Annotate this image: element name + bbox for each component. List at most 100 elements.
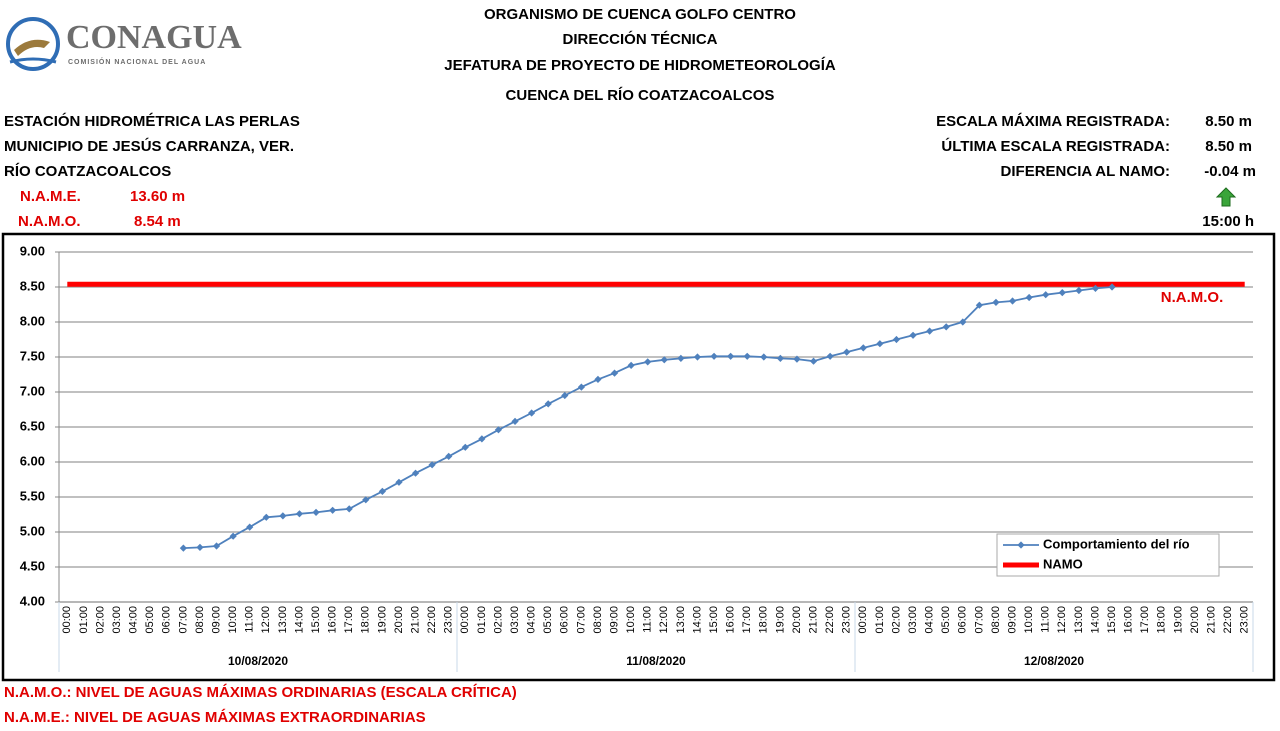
data-point	[312, 508, 320, 516]
x-tick-label: 05:00	[144, 606, 156, 634]
x-tick-label: 02:00	[890, 606, 902, 634]
stat-value: -0.04 m	[1204, 163, 1256, 180]
x-tick-label: 03:00	[111, 606, 123, 634]
x-tick-label: 16:00	[327, 606, 339, 634]
data-point	[511, 417, 519, 425]
footer-note: N.A.M.O.: NIVEL DE AGUAS MÁXIMAS ORDINAR…	[4, 684, 517, 701]
logo: CONAGUA COMISIÓN NACIONAL DEL AGUA	[6, 17, 242, 71]
y-tick-label: 7.00	[20, 383, 45, 398]
logo-text: CONAGUA	[66, 19, 242, 56]
data-point	[859, 344, 867, 352]
x-tick-label: 10:00	[227, 606, 239, 634]
data-point	[362, 496, 370, 504]
x-tick-label: 07:00	[177, 606, 189, 634]
y-tick-label: 8.50	[20, 278, 45, 293]
namo-label: N.A.M.O.	[18, 213, 81, 230]
x-tick-label: 00:00	[61, 606, 73, 634]
logo-subtext: COMISIÓN NACIONAL DEL AGUA	[68, 57, 206, 66]
y-tick-label: 9.00	[20, 243, 45, 258]
x-tick-label: 03:00	[907, 606, 919, 634]
data-point	[478, 435, 486, 443]
station: ESTACIÓN HIDROMÉTRICA LAS PERLAS	[4, 112, 300, 130]
x-tick-label: 08:00	[592, 606, 604, 634]
data-point	[212, 542, 221, 550]
x-tick-label: 12:00	[1056, 606, 1068, 634]
x-tick-label: 15:00	[708, 606, 720, 634]
x-tick-label: 10:00	[1023, 606, 1035, 634]
x-tick-label: 04:00	[128, 606, 140, 634]
data-point	[1058, 289, 1066, 297]
data-point	[892, 335, 901, 344]
stat-label: ESCALA MÁXIMA REGISTRADA:	[936, 113, 1170, 130]
x-tick-label: 13:00	[277, 606, 289, 634]
data-point	[279, 512, 287, 520]
annotation: N.A.M.O.	[1161, 289, 1224, 306]
data-point	[577, 383, 585, 391]
x-tick-label: 09:00	[210, 606, 222, 634]
x-tick-label: 07:00	[973, 606, 985, 634]
data-point	[942, 323, 950, 331]
x-tick-label: 00:00	[459, 606, 471, 634]
data-point	[528, 409, 536, 417]
data-point	[644, 358, 652, 366]
x-tick-label: 18:00	[1156, 606, 1168, 634]
data-point	[1008, 297, 1017, 305]
x-tick-label: 00:00	[857, 606, 869, 634]
data-point	[727, 352, 735, 360]
legend-label: NAMO	[1043, 556, 1083, 571]
x-tick-label: 03:00	[509, 606, 521, 634]
x-tick-label: 13:00	[675, 606, 687, 634]
x-tick-label: 02:00	[492, 606, 504, 634]
x-tick-label: 04:00	[526, 606, 538, 634]
title: DIRECCIÓN TÉCNICA	[562, 30, 717, 48]
stat-value: 8.50 m	[1205, 113, 1252, 130]
footer-note: N.A.M.E.: NIVEL DE AGUAS MÁXIMAS EXTRAOR…	[4, 709, 426, 726]
x-tick-label: 12:00	[260, 606, 272, 634]
x-tick-label: 09:00	[608, 606, 620, 634]
x-tick-label: 20:00	[1189, 606, 1201, 634]
data-point	[793, 355, 801, 363]
y-tick-label: 8.00	[20, 313, 45, 328]
time: 15:00 h	[1202, 213, 1254, 230]
data-point	[959, 318, 967, 326]
logo-ring	[6, 17, 60, 71]
data-point	[1075, 286, 1083, 295]
data-point	[809, 357, 818, 365]
x-tick-label: 01:00	[874, 606, 886, 634]
x-tick-label: 06:00	[161, 606, 173, 634]
data-point	[660, 356, 668, 364]
data-point	[262, 513, 270, 521]
data-point	[693, 353, 702, 361]
x-tick-label: 05:00	[940, 606, 952, 634]
logo-wave	[9, 57, 57, 64]
data-point	[395, 478, 403, 486]
x-tick-label: 11:00	[1040, 606, 1052, 633]
data-point	[196, 543, 204, 551]
x-tick-label: 22:00	[824, 606, 836, 634]
x-group-label: 12/08/2020	[1024, 654, 1084, 668]
data-point	[677, 354, 685, 362]
data-point	[461, 443, 469, 451]
x-tick-label: 01:00	[78, 606, 90, 634]
x-tick-label: 01:00	[476, 606, 488, 634]
x-tick-label: 02:00	[94, 606, 106, 634]
data-point	[229, 532, 237, 540]
y-tick-label: 4.00	[20, 593, 45, 608]
title: ORGANISMO DE CUENCA GOLFO CENTRO	[484, 6, 796, 23]
title: CUENCA DEL RÍO COATZACOALCOS	[506, 87, 775, 104]
x-tick-label: 23:00	[443, 606, 455, 634]
stat-label: DIFERENCIA AL NAMO:	[1001, 163, 1170, 180]
y-tick-label: 6.00	[20, 453, 45, 468]
x-tick-label: 18:00	[758, 606, 770, 634]
data-point	[1091, 284, 1100, 292]
data-point	[246, 523, 254, 531]
river: RÍO COATZACOALCOS	[4, 163, 171, 180]
data-point	[826, 352, 834, 360]
y-tick-label: 6.50	[20, 418, 45, 433]
x-tick-label: 10:00	[625, 606, 637, 634]
title: JEFATURA DE PROYECTO DE HIDROMETEOROLOGÍ…	[444, 57, 836, 74]
y-tick-label: 5.50	[20, 488, 45, 503]
x-tick-label: 14:00	[691, 606, 703, 634]
x-tick-label: 07:00	[575, 606, 587, 634]
